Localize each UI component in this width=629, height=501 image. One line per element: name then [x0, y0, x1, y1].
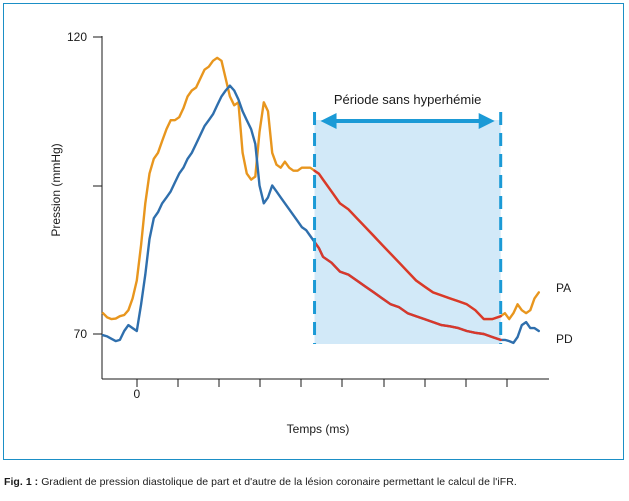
series-segment-pa-window	[313, 169, 502, 321]
figure-caption: Fig. 1 : Gradient de pression diastoliqu…	[4, 476, 629, 488]
pressure-chart: 120 70 0 Pression (mmHg) Temps (ms) Pério…	[49, 30, 573, 436]
series-label-pa: PA	[556, 281, 571, 295]
arrow-head-right	[478, 113, 495, 129]
x-axis-label: Temps (ms)	[287, 422, 350, 436]
arrow-head-left	[320, 113, 337, 129]
x-tick-label-0: 0	[134, 387, 141, 401]
y-tick-label-0: 120	[67, 30, 87, 44]
caption-label: Fig. 1 :	[4, 476, 39, 488]
y-axis-label: Pression (mmHg)	[49, 143, 63, 236]
series-segment-pd-window	[313, 240, 502, 342]
figure-frame	[3, 3, 624, 460]
axes	[101, 36, 549, 380]
series-label-pd: PD	[556, 332, 573, 346]
caption-text: Gradient de pression diastolique de part…	[38, 476, 517, 488]
y-tick-label-1: 70	[74, 327, 88, 341]
diastolic-window-area	[314, 120, 501, 344]
window-annotation: Période sans hyperhémie	[334, 92, 481, 107]
